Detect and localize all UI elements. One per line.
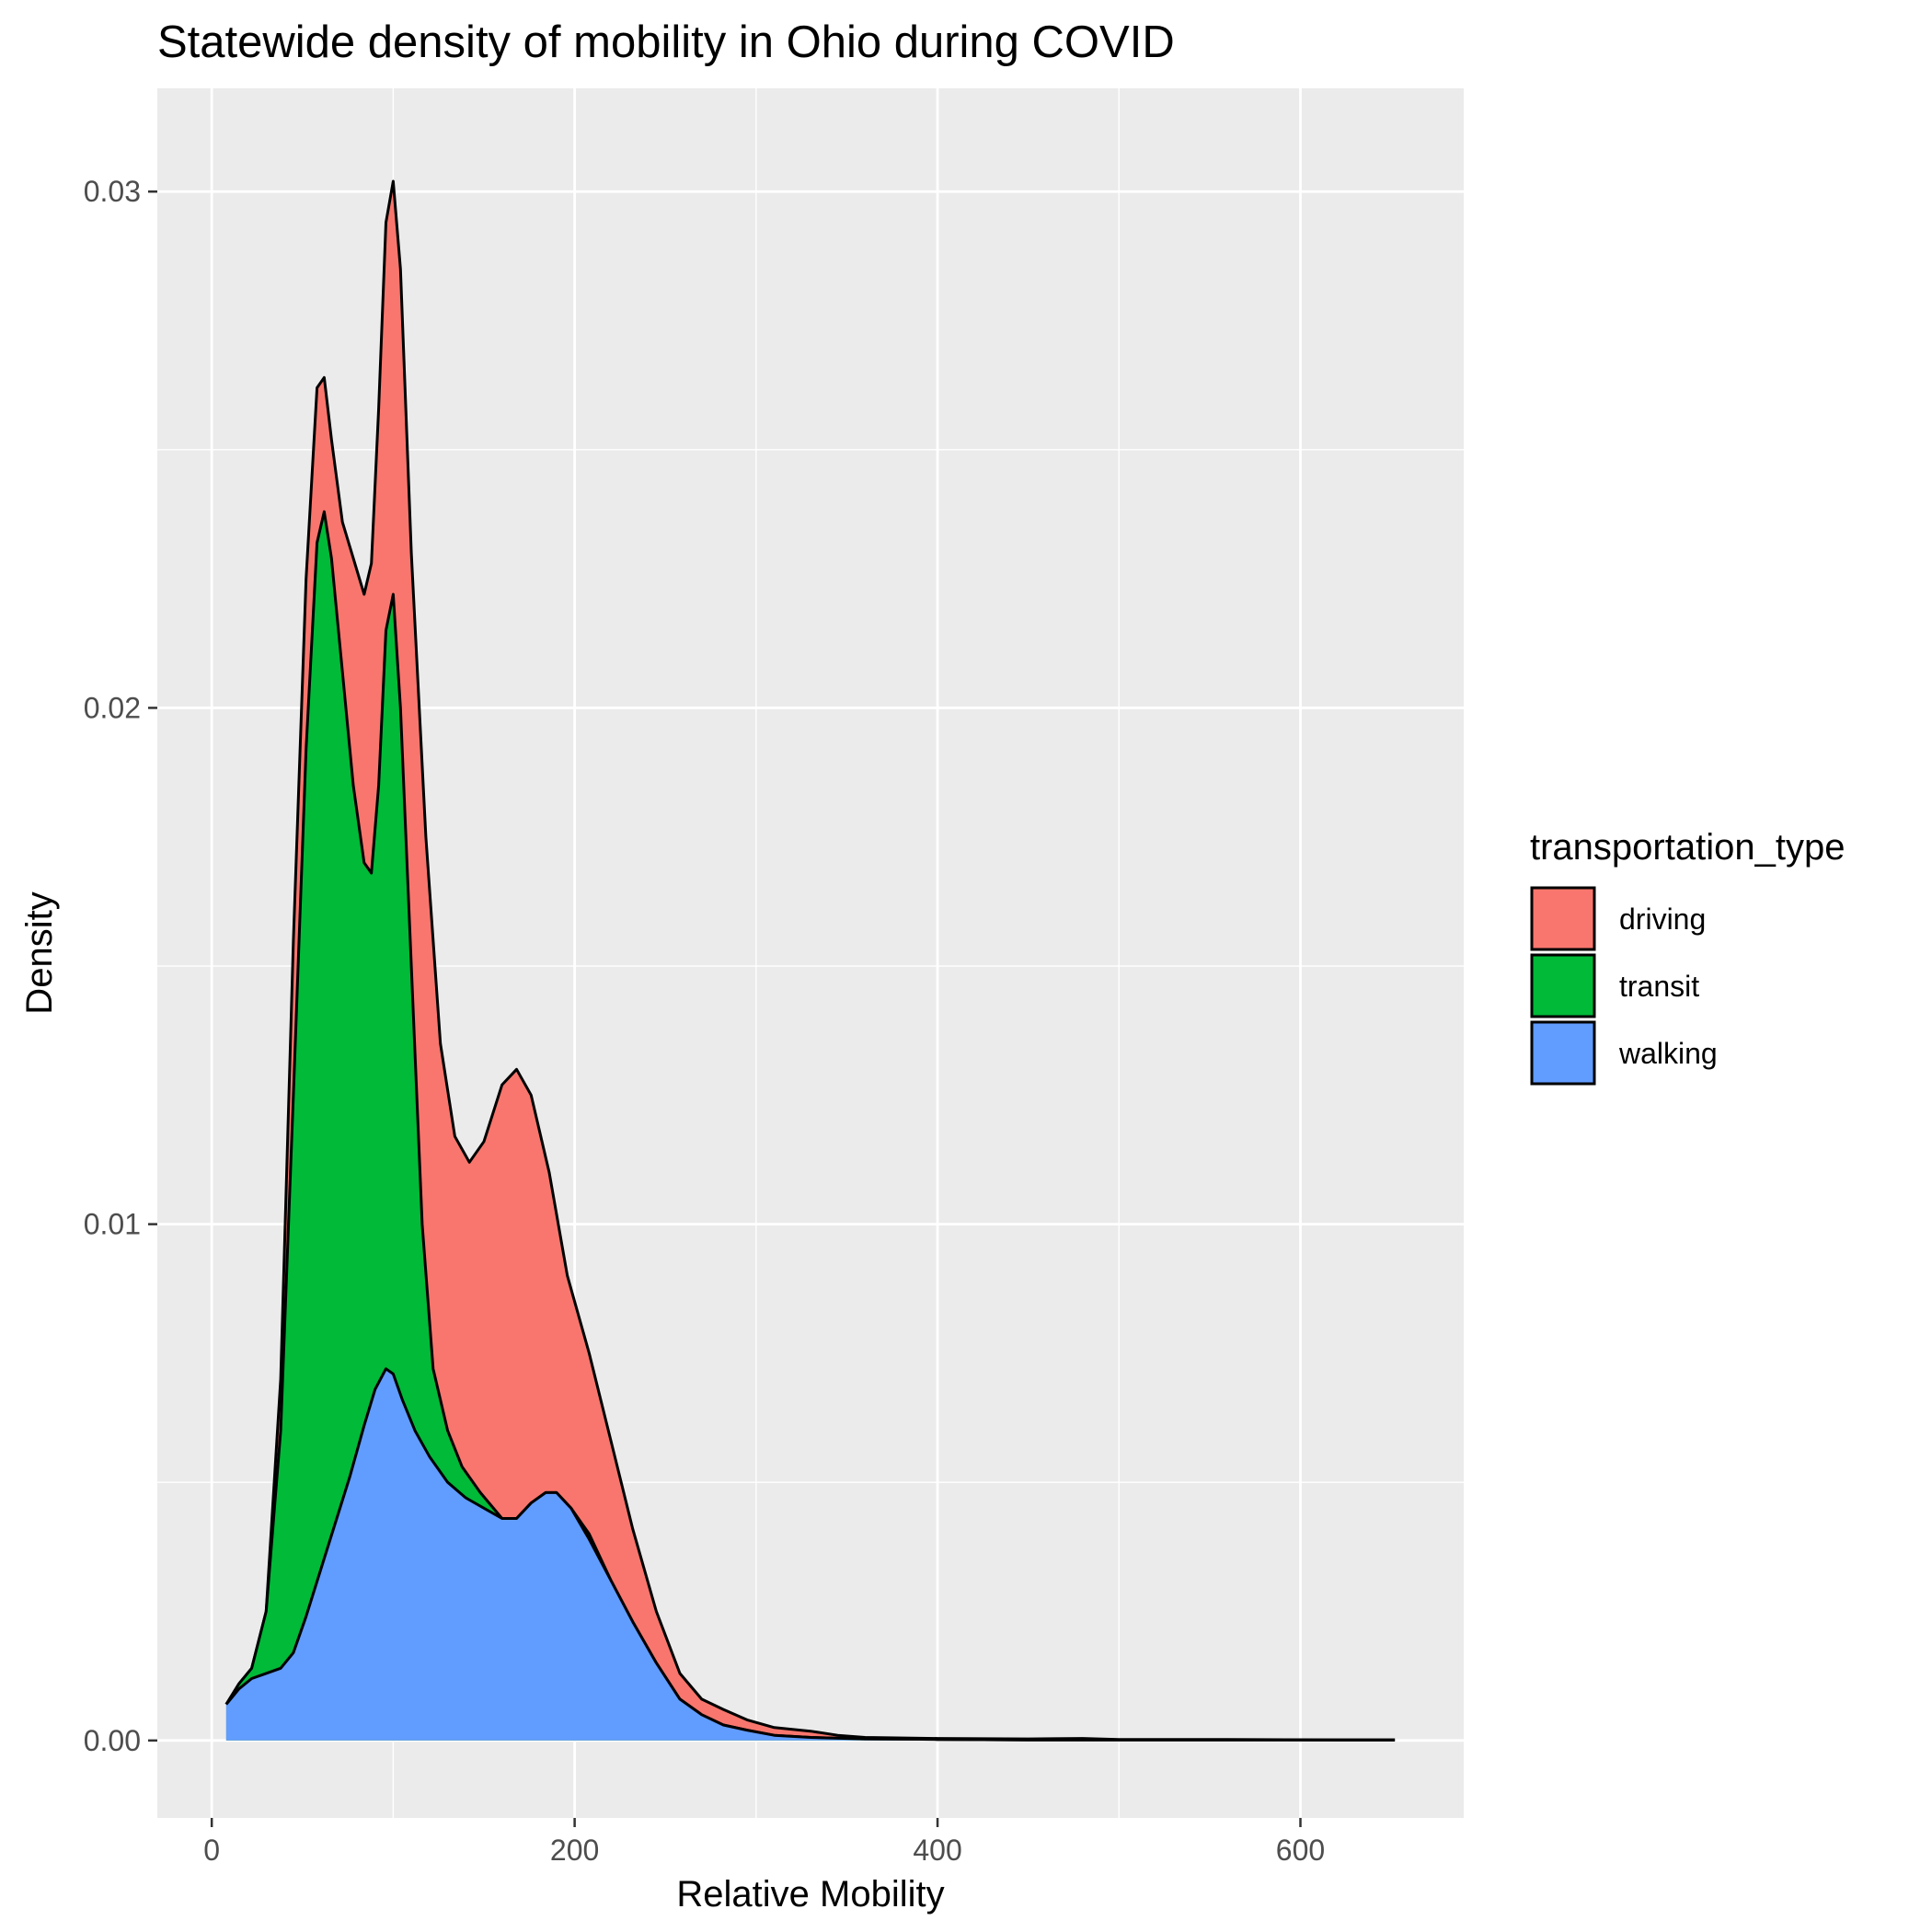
x-tick-label: 0 [203, 1834, 220, 1867]
x-tick-label: 200 [550, 1834, 599, 1867]
y-axis-ticks: 0.00 0.01 0.02 0.03 [84, 175, 157, 1757]
y-tick-label: 0.03 [84, 175, 141, 208]
x-tick-label: 400 [913, 1834, 961, 1867]
y-axis-title: Density [19, 891, 60, 1014]
legend: transportation_type driving transit walkin… [1530, 827, 1845, 1086]
x-tick-label: 600 [1276, 1834, 1325, 1867]
outline-driving [224, 179, 1396, 1742]
legend-key-walking [1530, 1020, 1596, 1086]
density-areas [224, 179, 1396, 1742]
area-driving [225, 181, 1396, 1741]
chart-title: Statewide density of mobility in Ohio du… [157, 17, 1175, 67]
x-axis-title: Relative Mobility [676, 1874, 944, 1915]
legend-key-transit [1530, 953, 1596, 1018]
outline-walking [224, 1367, 1396, 1742]
y-tick-label: 0.02 [84, 691, 141, 724]
legend-label-transit: transit [1619, 970, 1699, 1003]
x-axis-ticks: 0 200 400 600 [203, 1818, 1325, 1867]
y-tick-label: 0.01 [84, 1208, 141, 1241]
area-walking [225, 1368, 1396, 1741]
legend-key-driving [1530, 886, 1596, 951]
legend-label-walking: walking [1618, 1037, 1718, 1070]
legend-label-driving: driving [1619, 903, 1706, 936]
legend-title: transportation_type [1530, 827, 1845, 868]
y-tick-label: 0.00 [84, 1724, 141, 1757]
